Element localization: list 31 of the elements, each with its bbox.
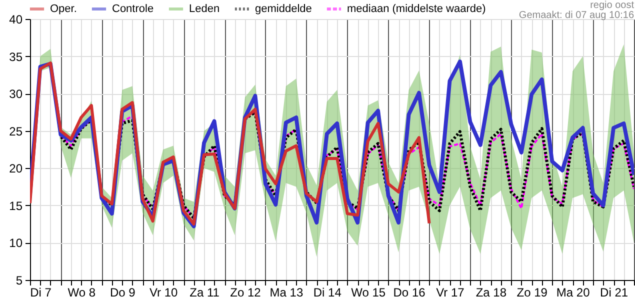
annotation: Gemaakt: di 07 aug 10:16: [518, 10, 634, 21]
x-tick-label: Wo 15: [351, 286, 386, 300]
x-tick-label: Zo 12: [230, 286, 262, 300]
line-series: [30, 61, 431, 226]
legend-label: Controle: [112, 3, 154, 15]
x-tick-label: Za 11: [190, 286, 220, 300]
x-tick-label: Za 18: [476, 286, 507, 300]
y-tick-label: 5: [16, 274, 23, 288]
legend-label: mediaan (middelste waarde): [347, 3, 486, 15]
legend-label: Oper.: [50, 3, 77, 15]
x-tick-label: Do 16: [393, 286, 426, 300]
x-tick-label: Di 7: [30, 286, 52, 300]
x-tick-label: Di 14: [313, 286, 342, 300]
legend-label: Leden: [189, 3, 220, 15]
text: regio oost: [590, 0, 634, 11]
y-tick-label: 40: [9, 12, 23, 26]
legend-label: gemiddelde: [255, 3, 312, 15]
x-tick-label: Di 21: [600, 286, 628, 300]
x-tick-label: Zo 19: [516, 286, 548, 300]
x-tick-label: Do 9: [110, 286, 136, 300]
x-tick-label: Ma 13: [270, 286, 304, 300]
y-tick-label: 30: [9, 87, 23, 102]
x-tick-label: Vr 17: [436, 286, 465, 300]
y-tick-label: 20: [9, 162, 23, 176]
y-tick-label: 15: [9, 198, 23, 213]
x-tick-label: Wo 8: [68, 286, 96, 300]
y-tick-label: 35: [9, 50, 23, 64]
x-tick-label: Vr 10: [149, 286, 178, 300]
y-tick-label: 10: [9, 236, 23, 250]
x-tick-label: Ma 20: [556, 286, 590, 300]
y-tick-label: 25: [9, 124, 23, 138]
